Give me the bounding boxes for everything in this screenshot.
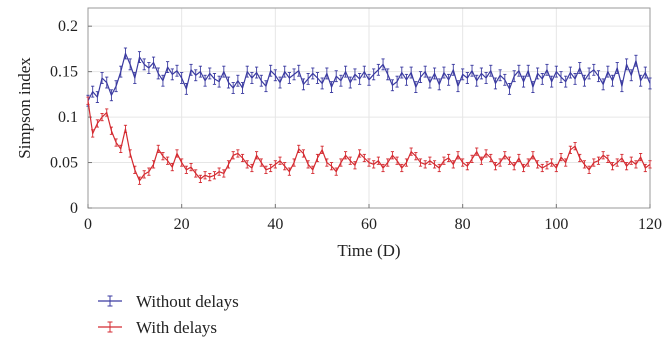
- y-tick-label: 0.05: [50, 155, 78, 172]
- series-line: [87, 100, 651, 182]
- x-tick-label: 60: [361, 216, 377, 233]
- x-tick-label: 20: [174, 216, 190, 233]
- y-tick-label: 0.1: [58, 109, 78, 126]
- series-layer: [86, 47, 652, 185]
- legend-label: Without delays: [136, 292, 239, 311]
- y-axis-label: Simpson index: [15, 57, 34, 159]
- x-ticks: 0 20 40 60 80 100 120: [84, 204, 662, 233]
- x-tick-label: 120: [638, 216, 662, 233]
- legend-label: With delays: [136, 318, 217, 337]
- x-tick-label: 80: [455, 216, 471, 233]
- x-tick-label: 100: [544, 216, 568, 233]
- x-axis-label: Time (D): [337, 241, 400, 260]
- error-bar: [648, 77, 652, 90]
- legend: Without delays With delays: [98, 292, 239, 337]
- legend-item: With delays: [98, 318, 217, 337]
- y-tick-label: 0.15: [50, 64, 78, 81]
- y-tick-label: 0: [70, 200, 78, 217]
- series-with-delays: [86, 96, 652, 185]
- legend-item: Without delays: [98, 292, 239, 311]
- series-line: [87, 52, 651, 102]
- y-tick-label: 0.2: [58, 18, 78, 35]
- series-without-delays: [86, 47, 652, 107]
- x-tick-label: 0: [84, 216, 92, 233]
- y-ticks: 0 0.05 0.1 0.15 0.2: [50, 18, 92, 217]
- x-tick-label: 40: [267, 216, 283, 233]
